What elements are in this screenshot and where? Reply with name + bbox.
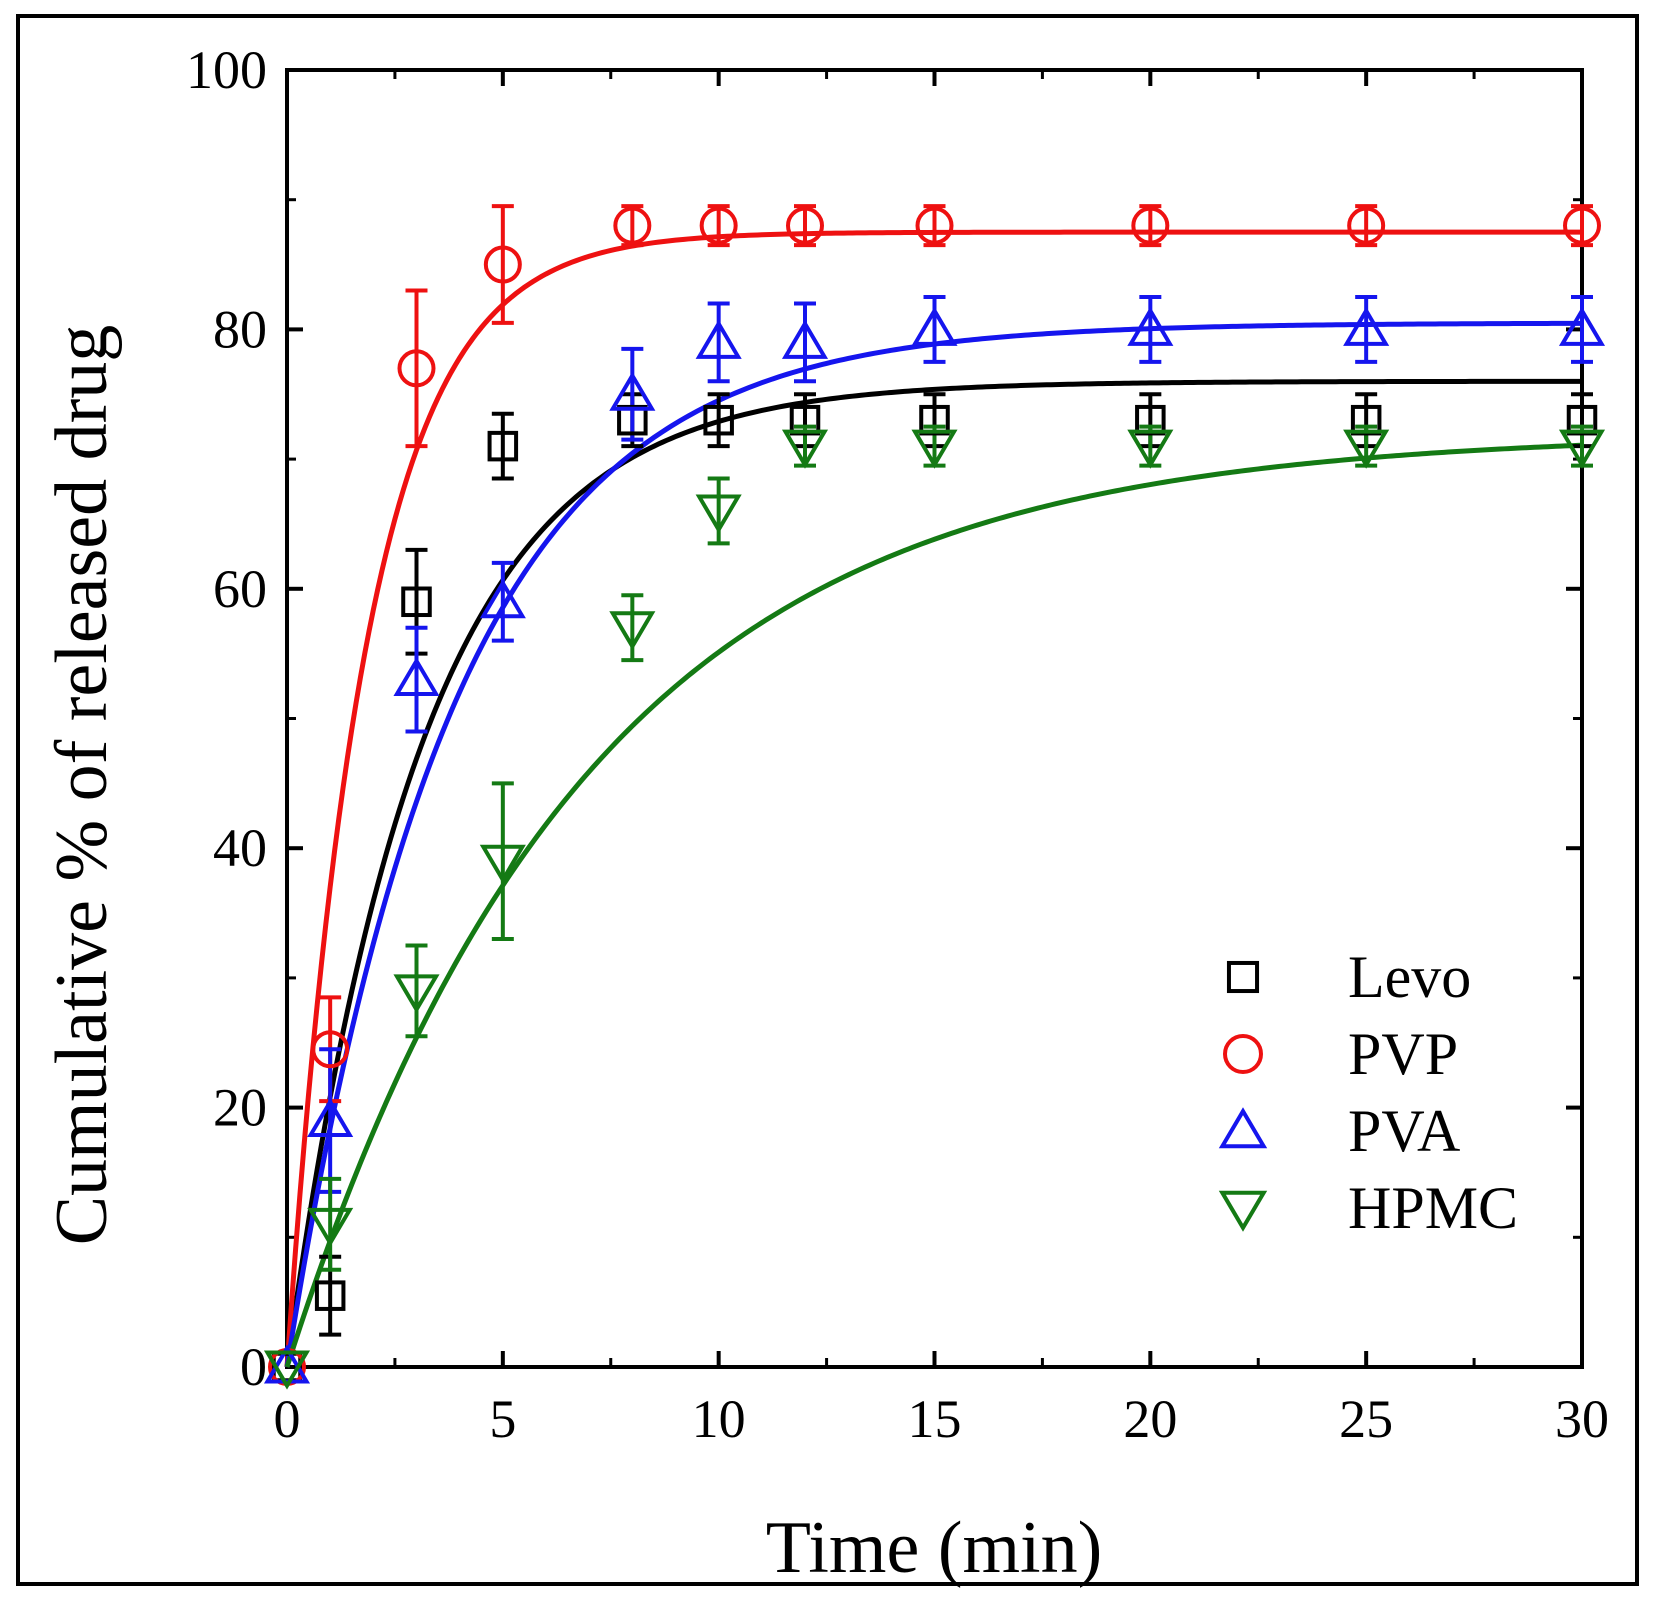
y-tick-label: 20 [213,1078,267,1138]
data-point-hpmc [1343,429,1390,469]
data-point-pvp [786,206,824,245]
y-axis-title: Cumulative % of released drug [41,325,123,1246]
legend-label-pva: PVA [1348,1098,1460,1164]
x-tick-label: 30 [1555,1389,1609,1449]
data-point-hpmc [263,1350,311,1390]
data-point-pva [781,319,829,359]
y-tick-label: 40 [213,818,267,878]
data-point-hpmc [695,494,742,534]
legend-marker-hpmc [1218,1190,1268,1232]
data-point-hpmc [479,844,526,884]
y-tick-label: 100 [186,40,267,100]
data-point-pvp [1131,206,1170,245]
data-point-hpmc [781,429,829,469]
data-point-pva [479,579,526,619]
legend-label-levo: Levo [1348,944,1471,1010]
x-tick-label: 25 [1339,1389,1393,1449]
y-tick-label: 80 [213,299,267,359]
x-tick-label: 10 [692,1389,746,1449]
data-point-pva [609,371,656,411]
data-point-hpmc [1127,429,1174,469]
data-point-pvp [699,206,738,245]
data-point-pva [1127,306,1174,346]
x-tick-label: 20 [1123,1389,1177,1449]
data-point-pvp [397,349,436,388]
legend-marker-pva [1218,1107,1268,1149]
data-point-pvp [915,206,954,245]
legend-marker-pvp [1223,1034,1263,1074]
data-point-pva [695,319,742,359]
data-point-hpmc [393,974,440,1014]
x-axis-title: Time (min) [766,1507,1102,1589]
data-point-hpmc [1558,429,1606,469]
legend-label-pvp: PVP [1348,1021,1458,1087]
data-point-pvp [1347,206,1386,245]
legend-marker-levo [1226,960,1260,994]
data-point-levo [401,586,432,618]
x-tick-label: 5 [489,1389,516,1449]
data-point-pvp [483,245,522,284]
data-point-pva [911,306,958,346]
data-markers [263,206,1606,1390]
data-point-pvp [311,1030,350,1069]
data-point-pvp [613,206,652,245]
x-tick-label: 15 [908,1389,962,1449]
legend-label-hpmc: HPMC [1348,1175,1518,1241]
data-point-pvp [1563,206,1601,245]
data-point-levo [487,430,519,462]
data-point-pva [393,656,440,697]
axis-ticks [285,68,1584,1369]
data-point-levo [314,1280,346,1311]
data-point-hpmc [911,429,958,469]
data-point-hpmc [609,611,656,651]
data-point-pva [1558,306,1606,346]
data-point-hpmc [307,1207,354,1247]
legend: Levo PVP PVA HPMC [1218,944,1518,1241]
data-point-pva [307,1097,354,1138]
y-tick-label: 0 [240,1337,267,1397]
y-tick-label: 60 [213,559,267,619]
data-point-levo [703,404,734,436]
x-tick-labels: 0 5 10 15 20 25 30 [274,1389,1610,1449]
data-point-pva [1343,306,1390,346]
y-tick-labels: 0 20 40 60 80 100 [186,40,267,1397]
data-point-pva [263,1344,311,1384]
x-tick-label: 0 [274,1389,301,1449]
